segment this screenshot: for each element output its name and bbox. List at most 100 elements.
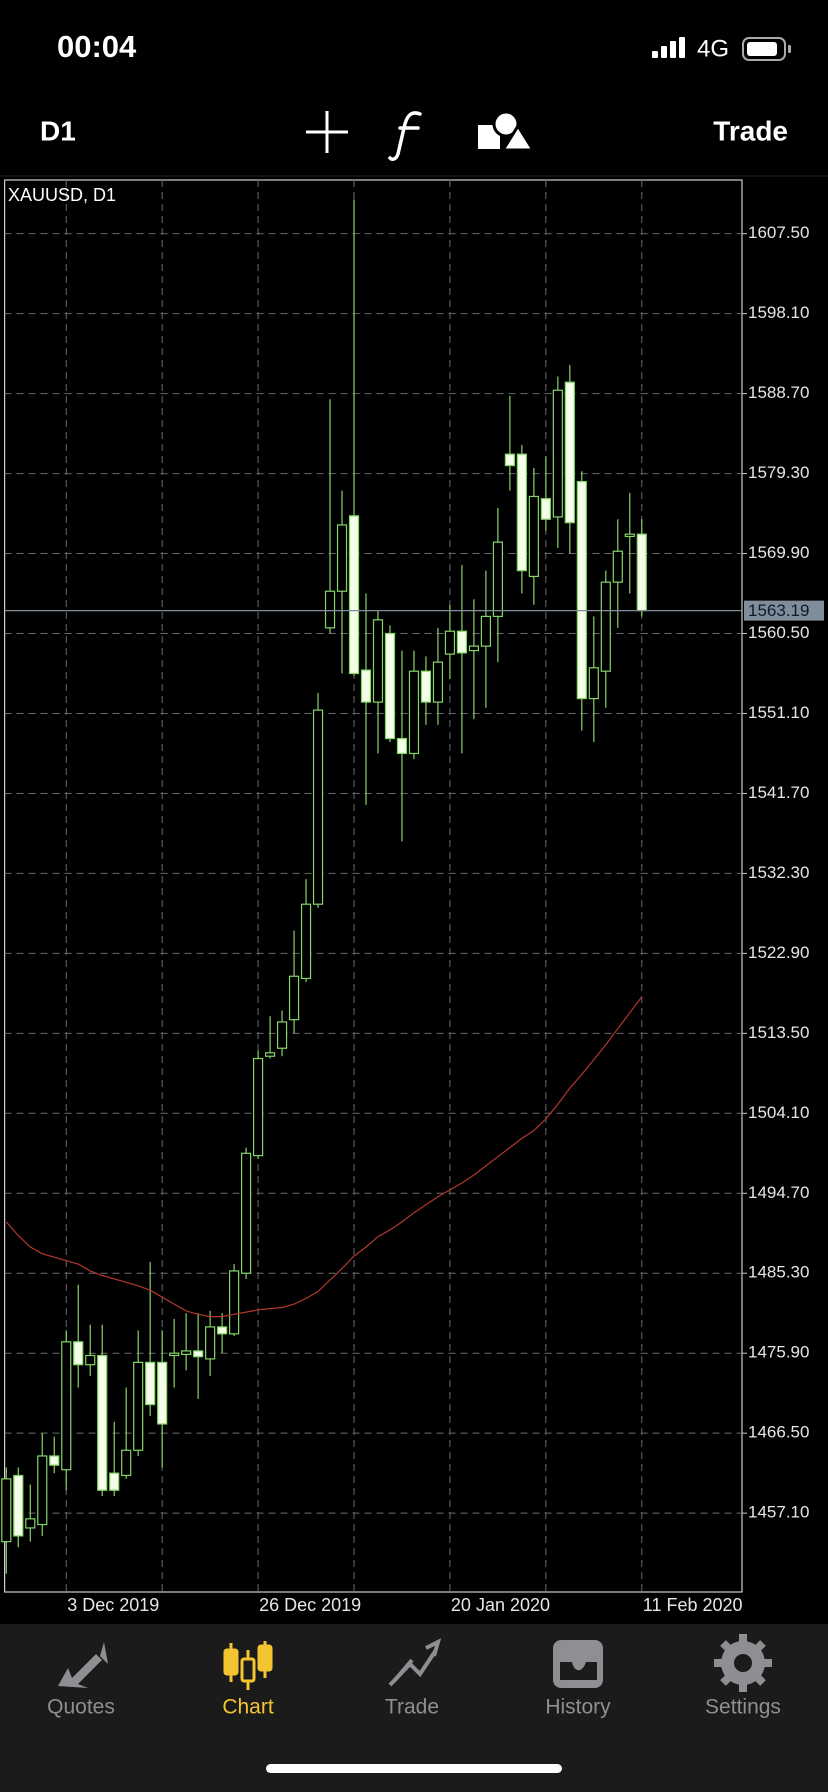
- signal-icon: [652, 37, 685, 58]
- tab-label[interactable]: History: [545, 1696, 611, 1719]
- candle-body: [61, 1341, 72, 1471]
- axes: 1607.50 1598.10 1588.70 1579.30 1569.90 1560.…: [67, 223, 824, 1615]
- settings-icon[interactable]: [714, 1634, 772, 1692]
- trade-button[interactable]: Trade: [713, 115, 788, 146]
- chart-frame: [3, 179, 743, 1593]
- battery-icon: [742, 37, 791, 61]
- y-tick-label: 1504.10: [748, 1103, 809, 1122]
- candle-body: [49, 1455, 60, 1466]
- y-tick-label: 1579.30: [748, 463, 809, 482]
- candle-body: [624, 533, 635, 538]
- candle-body: [336, 524, 348, 592]
- candle-body: [384, 632, 396, 740]
- crosshair-button[interactable]: [306, 111, 348, 153]
- current-price-box: [744, 600, 824, 621]
- tab-label[interactable]: Settings: [705, 1696, 781, 1719]
- candle-body: [528, 495, 539, 578]
- candle-body: [252, 1057, 264, 1157]
- x-tick-label: 20 Jan 2020: [451, 1595, 550, 1615]
- candle-body: [1, 1478, 12, 1543]
- tab-label[interactable]: Trade: [385, 1696, 439, 1719]
- candle-body: [300, 903, 312, 980]
- y-tick-label: 1560.50: [748, 623, 809, 642]
- tab-label[interactable]: Quotes: [47, 1696, 115, 1719]
- grid: [4, 180, 742, 1592]
- y-tick-label: 1541.70: [748, 783, 809, 802]
- candle-body: [288, 975, 300, 1021]
- home-indicator: [266, 1764, 562, 1773]
- candle-body: [480, 615, 491, 647]
- indicators-button[interactable]: [388, 111, 422, 161]
- candle-body: [217, 1326, 228, 1335]
- candle-body: [516, 453, 527, 572]
- candle-body: [564, 381, 575, 524]
- quotes-icon[interactable]: [58, 1642, 108, 1688]
- candle-body: [540, 498, 551, 520]
- candle-body: [444, 630, 456, 655]
- y-tick-label: 1485.30: [748, 1263, 809, 1282]
- y-tick-label: 1466.50: [748, 1423, 809, 1442]
- candle-body: [205, 1326, 216, 1360]
- candle-body: [432, 661, 444, 703]
- y-tick-label: 1494.70: [748, 1183, 809, 1202]
- candle-body: [264, 1052, 276, 1057]
- candle-body: [13, 1474, 24, 1537]
- x-tick-label: 11 Feb 2020: [643, 1595, 743, 1615]
- candle-body: [193, 1350, 204, 1358]
- candle-body: [133, 1361, 144, 1451]
- y-tick-label: 1457.10: [748, 1503, 809, 1522]
- objects-button[interactable]: [478, 110, 536, 152]
- candle-body: [408, 670, 420, 755]
- candle-body: [85, 1354, 96, 1366]
- history-icon[interactable]: [553, 1640, 603, 1688]
- y-tick-label: 1607.50: [748, 223, 809, 242]
- candle-body: [612, 550, 623, 583]
- candle-body: [492, 541, 503, 618]
- candle-body: [552, 389, 563, 518]
- candle-body: [73, 1341, 84, 1366]
- candle-body: [588, 667, 599, 700]
- status-network: 4G: [697, 35, 729, 62]
- plot: [1, 199, 742, 1574]
- candle-body: [276, 1021, 288, 1049]
- candle-body: [109, 1472, 120, 1491]
- candle-body: [157, 1361, 168, 1425]
- candle-body: [396, 737, 408, 755]
- candle-body: [348, 515, 360, 675]
- candle-body: [181, 1350, 192, 1355]
- timeframe-button[interactable]: D1: [40, 115, 76, 146]
- status-time: 00:04: [57, 29, 137, 64]
- candle-body: [600, 581, 611, 672]
- candle-body: [636, 533, 647, 612]
- candle-body: [576, 480, 587, 700]
- candle-body: [229, 1270, 240, 1335]
- candle-body: [504, 453, 515, 467]
- candle-body: [372, 619, 384, 703]
- y-tick-label: 1551.10: [748, 703, 809, 722]
- candle-body: [37, 1455, 48, 1526]
- moving-average-line: [5, 996, 643, 1318]
- candle-body: [25, 1518, 36, 1529]
- y-tick-label: 1522.90: [748, 943, 809, 962]
- y-tick-label: 1475.90: [748, 1343, 809, 1362]
- candle-body: [121, 1449, 132, 1477]
- candle-body: [456, 630, 468, 654]
- y-tick-label: 1598.10: [748, 303, 809, 322]
- candle-body: [420, 670, 432, 703]
- y-tick-label: 1569.90: [748, 543, 809, 562]
- y-tick-label: 1513.50: [748, 1023, 809, 1042]
- tab-labels: Quotes Chart Trade History Settings: [47, 1696, 781, 1719]
- trade-icon[interactable]: [388, 1638, 442, 1687]
- y-tick-label: 1588.70: [748, 383, 809, 402]
- current-price-label: 1563.19: [748, 601, 809, 620]
- candle-body: [241, 1152, 252, 1274]
- candle-body: [468, 645, 480, 652]
- x-tick-label: 26 Dec 2019: [259, 1595, 361, 1615]
- candle-body: [169, 1352, 180, 1357]
- tab-label[interactable]: Chart: [222, 1696, 274, 1719]
- chart-icon[interactable]: [223, 1641, 273, 1690]
- candle-body: [324, 590, 336, 629]
- chart-title: XAUUSD, D1: [8, 185, 116, 205]
